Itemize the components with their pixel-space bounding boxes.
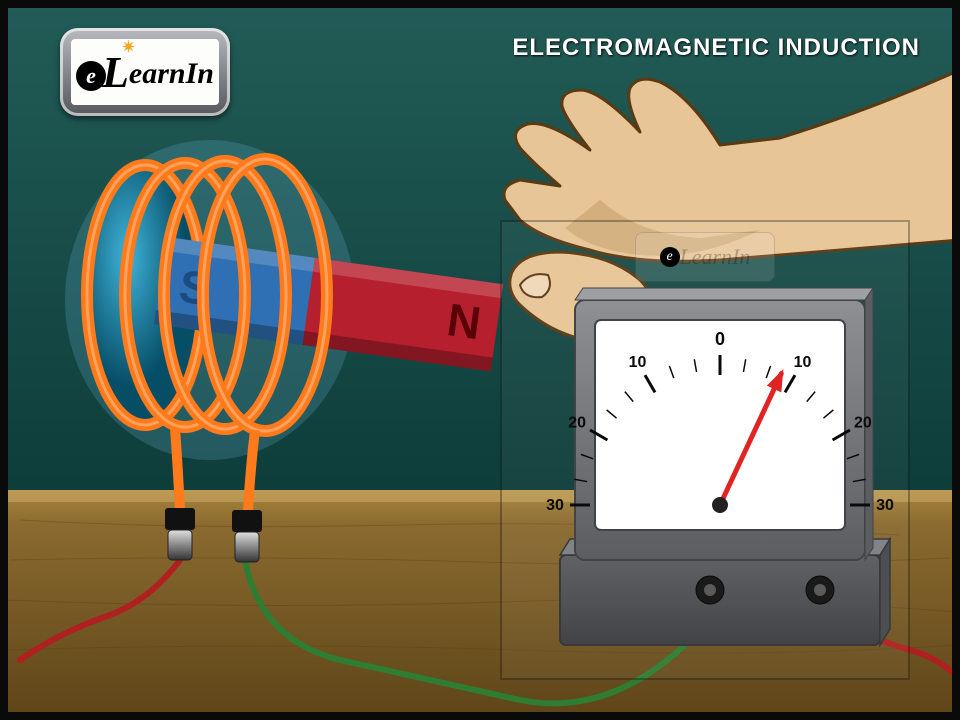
coil-terminal-right xyxy=(232,510,262,562)
watermark-logo: eLearnIn xyxy=(635,232,775,282)
logo-badge: ✷ eLearnIn xyxy=(60,28,230,116)
logo-inner: ✷ eLearnIn xyxy=(71,39,219,105)
spark-icon: ✷ xyxy=(121,37,136,58)
logo-text: eLearnIn xyxy=(76,47,214,98)
galvanometer-highlight-box: eLearnIn xyxy=(500,220,910,680)
coil-terminal-left xyxy=(165,508,195,560)
scene-root: S N xyxy=(0,0,960,720)
page-title: ELECTROMAGNETIC INDUCTION xyxy=(512,34,920,62)
